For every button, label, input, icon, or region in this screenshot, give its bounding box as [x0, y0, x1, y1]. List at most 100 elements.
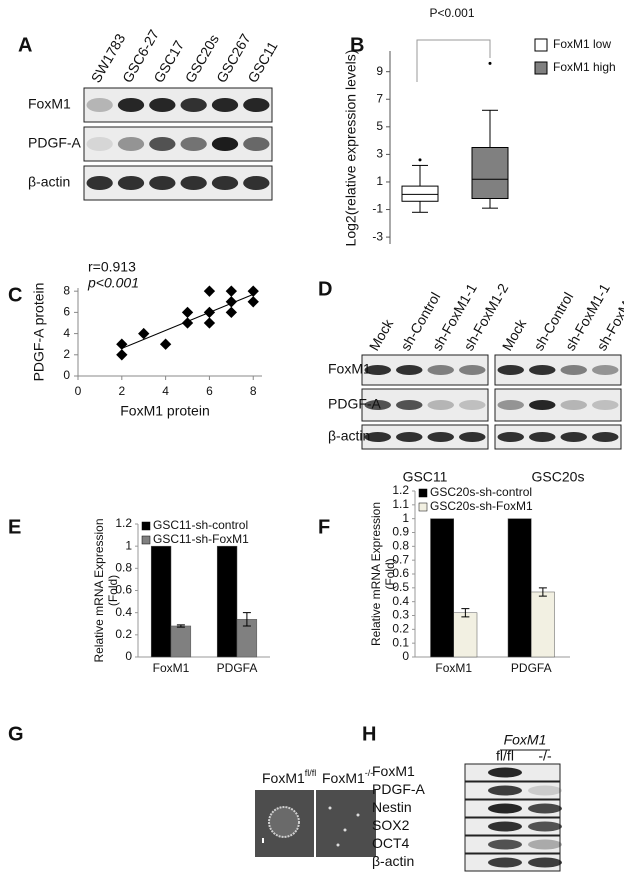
band [149, 176, 176, 190]
error-bar [461, 608, 470, 618]
y-tick-label: 5 [376, 119, 383, 133]
gene-label: FoxM1 [504, 732, 547, 748]
band [396, 400, 423, 410]
band [497, 432, 524, 442]
box [401, 185, 439, 202]
point [203, 285, 216, 297]
band [149, 98, 176, 112]
y-tick-label: 0.1 [392, 635, 409, 649]
panel-label: F [318, 516, 330, 538]
legend-label: FoxM1 high [553, 60, 616, 74]
group-label: GSC20s [532, 469, 585, 485]
annotation: P<0.001 [429, 6, 474, 20]
y-tick-label: 0.6 [392, 566, 409, 580]
panel-label: G [8, 723, 24, 745]
point [225, 296, 237, 308]
y-tick-label: 0.8 [392, 539, 409, 553]
y-tick-label: 0.4 [392, 594, 409, 608]
band [396, 432, 423, 442]
row-label: FoxM1 [372, 763, 415, 779]
point [247, 285, 259, 297]
scale-bar [262, 838, 264, 843]
bar [216, 545, 238, 658]
band [528, 857, 562, 868]
y-axis-label: PDGF-A protein [31, 283, 47, 382]
y-axis-label: Relative mRNA Expression [92, 518, 106, 662]
x-tick-label: FoxM1 [435, 661, 472, 675]
band [364, 365, 391, 375]
band [592, 365, 619, 375]
y-tick-label: 0.7 [392, 552, 409, 566]
bar [170, 625, 192, 658]
legend-swatch [418, 502, 428, 512]
band [488, 803, 522, 814]
band [117, 176, 145, 190]
legend-label: FoxM1 low [553, 37, 611, 51]
error-bar [538, 587, 547, 597]
y-tick-label: 1.2 [115, 516, 132, 530]
band [86, 137, 113, 151]
y-axis-label: (Fold) [383, 558, 397, 589]
row-label: β-actin [328, 428, 370, 444]
image-label-sup: fl/fl [305, 768, 317, 778]
band [117, 137, 145, 151]
blot-frame [83, 126, 273, 162]
y-tick-label: 0 [125, 649, 132, 663]
band [117, 98, 145, 112]
legend-swatch [418, 488, 428, 498]
y-tick-label: 0.2 [392, 622, 409, 636]
band [459, 400, 486, 410]
bar [531, 591, 555, 658]
lane-label: fl/fl [496, 748, 514, 764]
y-tick-label: 0.9 [392, 525, 409, 539]
band [488, 785, 522, 796]
band [86, 98, 113, 112]
y-tick-label: 0.3 [392, 608, 409, 622]
y-tick-label: 0 [402, 649, 409, 663]
lane-label: Mock [366, 316, 397, 354]
cell [343, 828, 347, 832]
y-tick-label: 6 [63, 305, 70, 319]
point [181, 306, 194, 319]
band [180, 137, 207, 151]
band [528, 803, 562, 814]
box [471, 147, 509, 200]
point [225, 306, 237, 319]
point [159, 338, 172, 350]
point [181, 317, 194, 329]
row-label: Nestin [372, 799, 412, 815]
band [529, 432, 556, 442]
lane-label: Mock [499, 316, 530, 354]
y-tick-label: 0.2 [115, 627, 132, 641]
panel-label: E [8, 516, 21, 538]
band [243, 137, 270, 151]
panel-label: H [362, 723, 376, 745]
band [529, 400, 556, 410]
row-label: β-actin [28, 174, 70, 190]
point [203, 317, 216, 329]
y-tick-label: 1 [376, 174, 383, 188]
cell [336, 843, 340, 847]
band [488, 857, 522, 868]
legend-swatch [534, 61, 548, 75]
y-tick-label: 1 [402, 511, 409, 525]
bar [507, 518, 532, 658]
error-bar [176, 624, 185, 628]
outlier [418, 158, 422, 162]
lane-label: -/- [538, 748, 552, 764]
row-label: OCT4 [372, 835, 410, 851]
y-tick-label: 3 [376, 147, 383, 161]
x-tick-label: 0 [75, 384, 82, 398]
x-tick-label: 2 [118, 384, 125, 398]
x-tick-label: 6 [206, 384, 213, 398]
y-tick-label: 0.4 [115, 605, 132, 619]
band [497, 400, 524, 410]
y-tick-label: 8 [63, 283, 70, 297]
cell [328, 806, 332, 810]
x-axis-label: FoxM1 protein [120, 403, 209, 419]
band [149, 137, 176, 151]
band [497, 365, 524, 375]
band [427, 432, 454, 442]
blot-frame [83, 87, 273, 123]
